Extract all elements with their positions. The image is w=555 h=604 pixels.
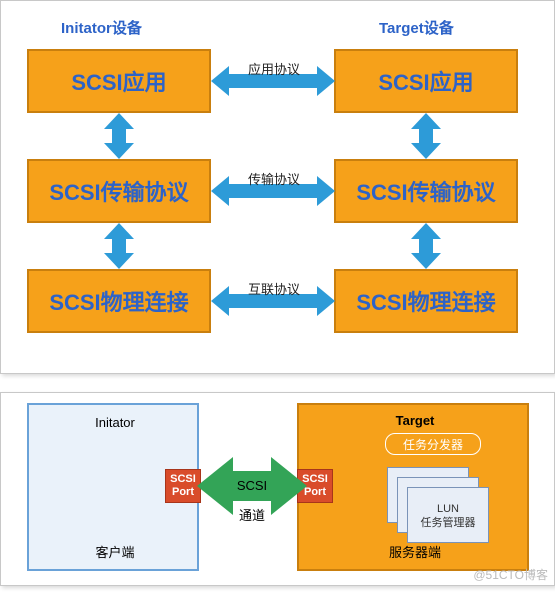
link-label-1: 传输协议	[239, 169, 309, 188]
initiator-title: Initator	[29, 415, 201, 430]
stack-right-1: SCSI传输协议	[334, 159, 518, 223]
v-arrow-0-0	[112, 129, 126, 143]
scsi-channel-diagram: Initator 客户端 Target 服务器端 任务分发器 LUN任务管理器 …	[0, 392, 555, 586]
initiator-column-title: Initator设备	[61, 17, 142, 38]
target-column-title: Target设备	[379, 17, 454, 38]
task-dispatcher: 任务分发器	[385, 433, 481, 455]
v-arrow-0-1	[419, 129, 433, 143]
lun-card-2: LUN任务管理器	[407, 487, 489, 543]
stack-left-2: SCSI物理连接	[27, 269, 211, 333]
stack-left-0: SCSI应用	[27, 49, 211, 113]
link-label-0: 应用协议	[239, 59, 309, 78]
lun-stack: LUN任务管理器	[387, 467, 497, 547]
v-arrow-1-1	[419, 239, 433, 253]
v-arrow-1-0	[112, 239, 126, 253]
link-label-2: 互联协议	[239, 279, 309, 298]
watermark: @51CTO博客	[473, 566, 548, 583]
target-title: Target	[299, 413, 531, 428]
stack-right-2: SCSI物理连接	[334, 269, 518, 333]
initiator-caption: 客户端	[29, 542, 201, 561]
protocol-stack-diagram: Initator设备 Target设备 SCSI应用 SCSI应用 应用协议 SCSI…	[0, 0, 555, 374]
scsi-channel-arrow: SCSI通道	[233, 471, 271, 501]
stack-left-1: SCSI传输协议	[27, 159, 211, 223]
scsi-port-left: SCSIPort	[165, 469, 201, 503]
stack-right-0: SCSI应用	[334, 49, 518, 113]
